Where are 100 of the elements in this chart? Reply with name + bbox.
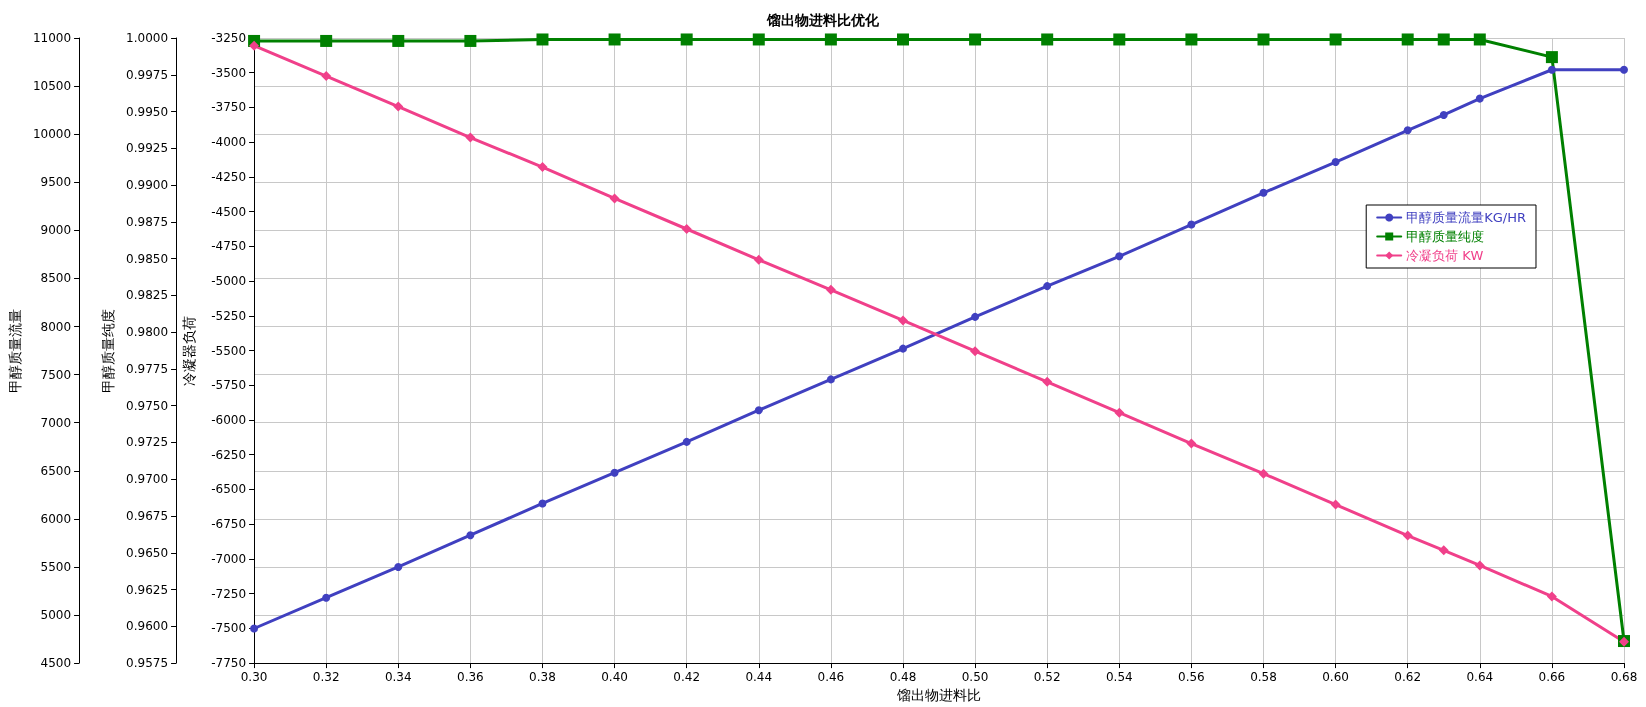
x-tick-label: 0.44 xyxy=(745,670,773,685)
point xyxy=(1258,468,1269,479)
y3-tick-label: -6250 xyxy=(211,447,247,462)
y3-tick-label: -3500 xyxy=(211,65,247,80)
point xyxy=(538,499,547,508)
point xyxy=(1546,591,1557,602)
y2-tick-label: 0.9750 xyxy=(126,398,169,413)
y3-tick-label: -6000 xyxy=(211,413,247,428)
y-axis-title: 甲醇质量流量 xyxy=(7,308,23,393)
y2-tick-label: 0.9900 xyxy=(126,178,169,193)
point xyxy=(1403,126,1412,135)
point xyxy=(1042,376,1053,387)
y3-tick-label: -7250 xyxy=(211,586,247,601)
point xyxy=(609,193,620,204)
x-tick-label: 0.36 xyxy=(457,670,484,685)
point xyxy=(1259,188,1268,197)
y2-tick-label: 0.9625 xyxy=(126,582,169,597)
point xyxy=(1331,158,1340,167)
point xyxy=(536,33,549,46)
x-tick-label: 0.56 xyxy=(1178,670,1205,685)
x-tick-label: 0.30 xyxy=(240,670,268,685)
point xyxy=(1473,33,1486,46)
point xyxy=(1041,33,1054,46)
y-tick-label: 11000 xyxy=(32,31,72,45)
point xyxy=(394,562,403,571)
x-tick-label: 0.38 xyxy=(529,670,556,685)
point xyxy=(969,33,982,46)
y-tick-label: 9500 xyxy=(40,175,72,190)
y-tick-label: 8500 xyxy=(40,271,72,286)
point xyxy=(608,33,621,46)
point xyxy=(824,33,837,46)
legend-label: 甲醇质量纯度 xyxy=(1406,229,1485,244)
y2-tick-label: 1.0000 xyxy=(126,31,169,45)
point xyxy=(897,315,908,326)
point xyxy=(1114,407,1125,418)
legend-label: 冷凝负荷 KW xyxy=(1406,248,1484,263)
point xyxy=(682,437,691,446)
x-tick-label: 0.42 xyxy=(673,670,701,685)
point xyxy=(1187,220,1196,229)
point xyxy=(1185,33,1198,46)
x-tick-label: 0.46 xyxy=(817,670,845,685)
y3-axis-title: 冷凝器负荷 xyxy=(181,315,198,386)
y3-tick-label: -4500 xyxy=(211,204,247,219)
point xyxy=(752,33,765,46)
y3-tick-label: -7500 xyxy=(211,621,247,636)
x-tick-label: 0.64 xyxy=(1466,670,1494,685)
y-tick-label: 4500 xyxy=(40,656,72,671)
y-tick-label: 10500 xyxy=(32,79,72,94)
point xyxy=(393,101,404,112)
x-tick-label: 0.50 xyxy=(961,670,989,685)
y-tick-label: 5000 xyxy=(40,608,72,623)
point xyxy=(1186,438,1197,449)
point xyxy=(898,344,907,353)
x-tick-label: 0.58 xyxy=(1250,670,1277,685)
y2-tick-label: 0.9850 xyxy=(126,251,169,266)
point xyxy=(681,224,692,234)
point xyxy=(754,406,763,415)
y3-tick-label: -5500 xyxy=(211,343,247,358)
y2-tick-label: 0.9950 xyxy=(126,104,169,119)
y3-tick-label: -4750 xyxy=(211,239,247,254)
point xyxy=(1439,110,1448,119)
y3-tick-label: -5250 xyxy=(211,308,247,323)
legend-label: 甲醇质量流量KG/HR xyxy=(1406,210,1527,225)
x-tick-label: 0.32 xyxy=(312,670,340,685)
y-tick-label: 9000 xyxy=(40,223,72,238)
point xyxy=(464,34,477,47)
point xyxy=(1437,33,1450,46)
point xyxy=(1620,65,1628,74)
y2-tick-label: 0.9800 xyxy=(126,325,169,340)
point xyxy=(322,593,331,602)
x-tick-label: 0.40 xyxy=(601,670,628,685)
y-tick-label: 6500 xyxy=(40,463,72,478)
y2-tick-label: 0.9975 xyxy=(126,67,169,82)
y3-tick-label: -6500 xyxy=(211,482,247,497)
point xyxy=(1547,65,1556,74)
point xyxy=(896,33,909,46)
y-tick-label: 8000 xyxy=(40,319,72,334)
y-tick-label: 5500 xyxy=(40,559,72,574)
y2-tick-label: 0.9875 xyxy=(126,214,169,229)
y-tick-label: 7000 xyxy=(40,415,72,430)
y3-tick-label: -4250 xyxy=(211,169,247,184)
chart-title: 馏出物进料比优化 xyxy=(766,12,880,28)
point xyxy=(1474,560,1485,571)
point xyxy=(970,346,981,357)
x-tick-label: 0.48 xyxy=(889,670,917,685)
y2-tick-label: 0.9650 xyxy=(126,545,169,560)
x-tick-label: 0.66 xyxy=(1538,670,1566,685)
point xyxy=(465,132,476,143)
point xyxy=(321,71,332,82)
y3-tick-label: -5750 xyxy=(211,378,247,393)
y-tick-label: 10000 xyxy=(32,127,72,142)
point xyxy=(971,312,980,321)
y2-tick-label: 0.9700 xyxy=(126,472,169,487)
point xyxy=(392,34,405,47)
point xyxy=(320,34,333,47)
y2-tick-label: 0.9600 xyxy=(126,619,169,634)
point xyxy=(826,375,835,384)
y2-tick-label: 0.9825 xyxy=(126,288,169,303)
x-axis-title: 馏出物进料比 xyxy=(896,687,982,703)
point xyxy=(537,162,548,173)
